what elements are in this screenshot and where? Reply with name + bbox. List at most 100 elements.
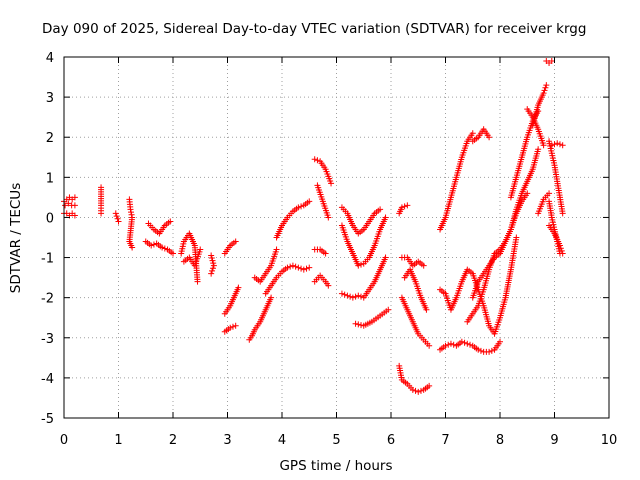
series-arc-06 xyxy=(126,196,136,251)
data-point xyxy=(232,322,239,329)
data-point xyxy=(557,245,564,252)
data-point xyxy=(352,320,359,327)
data-point xyxy=(404,202,411,209)
data-point xyxy=(548,58,555,65)
data-point xyxy=(355,321,362,328)
data-point xyxy=(227,324,234,331)
data-point xyxy=(209,257,216,264)
y-tick-label: 1 xyxy=(46,171,54,186)
data-point xyxy=(401,203,408,210)
data-point xyxy=(62,202,69,209)
data-point xyxy=(300,266,307,273)
data-point xyxy=(209,267,216,274)
data-point xyxy=(442,342,449,349)
data-point xyxy=(98,210,105,217)
data-point xyxy=(325,214,332,221)
x-tick-label: 10 xyxy=(601,433,618,448)
series-arc-17 xyxy=(262,262,313,297)
data-point xyxy=(306,264,313,271)
data-point xyxy=(554,140,561,147)
series-arc-37 xyxy=(469,146,542,301)
data-point xyxy=(295,264,302,271)
data-point xyxy=(303,265,310,272)
series-arc-30 xyxy=(398,254,427,269)
data-point xyxy=(382,214,389,221)
data-point xyxy=(558,247,565,254)
data-point xyxy=(447,340,454,347)
x-axis-label: GPS time / hours xyxy=(279,458,392,474)
series-arc-18 xyxy=(273,198,313,241)
y-tick-label: -4 xyxy=(41,372,54,387)
data-point xyxy=(341,291,348,298)
x-tick-label: 2 xyxy=(169,433,177,448)
series-arc-33 xyxy=(437,234,520,337)
data-point xyxy=(298,203,305,210)
data-point xyxy=(385,306,392,313)
data-point xyxy=(347,293,354,300)
data-point xyxy=(426,342,433,349)
data-point xyxy=(546,190,553,197)
data-point xyxy=(71,194,78,201)
y-tick-label: -1 xyxy=(41,252,54,267)
x-tick-label: 3 xyxy=(223,433,231,448)
series-arc-04 xyxy=(98,184,105,217)
axis-ticks: 0 1 2 3 4 5 6 7 8 9 10 -5 -4 -3 -2 -1 0 1 2 3 4 xyxy=(41,51,617,448)
y-tick-label: 2 xyxy=(46,131,54,146)
series-arc-31 xyxy=(401,266,430,313)
series-arc-14 xyxy=(221,322,239,335)
data-point xyxy=(415,388,422,395)
data-point xyxy=(306,198,313,205)
series-arc-05 xyxy=(112,210,122,225)
data-point xyxy=(423,306,430,313)
chart-title: Day 090 of 2025, Sidereal Day-to-day VTE… xyxy=(42,21,586,37)
series-arc-44 xyxy=(546,138,566,217)
data-point xyxy=(398,204,405,211)
series-arc-28 xyxy=(396,362,433,395)
series-arc-23 xyxy=(338,254,389,301)
data-point xyxy=(113,213,120,220)
x-tick-label: 9 xyxy=(550,433,558,448)
series-arc-26 xyxy=(352,306,392,329)
data-point xyxy=(65,200,72,207)
data-point xyxy=(314,157,321,164)
data-point xyxy=(208,252,215,259)
data-point xyxy=(559,250,566,257)
x-tick-label: 5 xyxy=(332,433,340,448)
series-arc-13 xyxy=(221,284,242,317)
data-point xyxy=(170,250,176,257)
data-point xyxy=(548,142,555,149)
data-point xyxy=(461,339,468,346)
data-point xyxy=(114,215,121,222)
data-point xyxy=(559,210,566,217)
series-arc-16 xyxy=(251,246,280,285)
data-point xyxy=(210,262,217,269)
series-arc-19 xyxy=(311,272,332,289)
data-point xyxy=(377,206,384,213)
data-point xyxy=(349,294,356,301)
data-point xyxy=(524,190,531,197)
data-point xyxy=(464,340,471,347)
data-point xyxy=(469,130,476,137)
data-point xyxy=(148,242,155,249)
data-point xyxy=(486,348,493,355)
data-point xyxy=(358,293,365,300)
data-point xyxy=(167,218,174,225)
y-axis-label: SDTVAR / TECUs xyxy=(8,183,24,293)
data-point xyxy=(208,255,215,262)
data-point xyxy=(355,292,362,299)
data-point xyxy=(486,134,493,141)
data-point xyxy=(128,209,135,216)
series-arc-11 xyxy=(208,252,217,277)
x-tick-label: 6 xyxy=(387,433,395,448)
y-tick-label: 3 xyxy=(46,91,54,106)
series-arc-12 xyxy=(221,238,239,257)
data-point xyxy=(268,294,275,301)
data-point xyxy=(420,262,427,269)
data-point xyxy=(540,142,547,149)
data-point xyxy=(458,338,465,345)
x-tick-label: 4 xyxy=(278,433,286,448)
series-arc-38 xyxy=(507,108,542,201)
series-arc-20 xyxy=(311,246,329,257)
data-point xyxy=(284,264,291,271)
